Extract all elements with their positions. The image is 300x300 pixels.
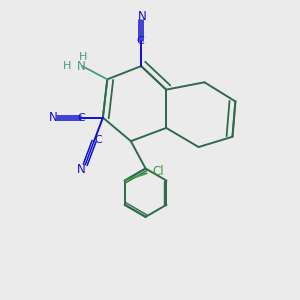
Text: N: N — [76, 163, 85, 176]
Text: Cl: Cl — [152, 165, 164, 178]
Text: N: N — [137, 10, 146, 22]
Text: C: C — [77, 112, 85, 123]
Text: H: H — [63, 61, 71, 71]
Text: C: C — [94, 135, 102, 145]
Text: N: N — [49, 111, 57, 124]
Text: H: H — [79, 52, 87, 62]
Text: N: N — [76, 60, 85, 73]
Text: C: C — [137, 36, 145, 46]
